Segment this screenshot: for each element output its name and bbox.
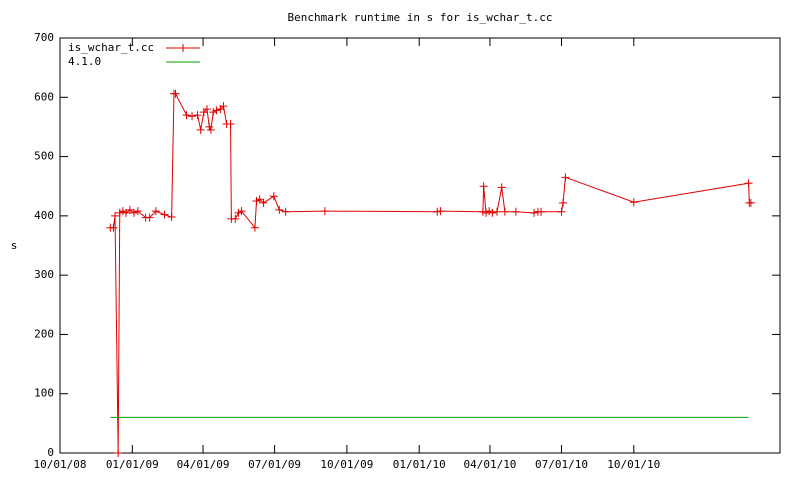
point-marker bbox=[497, 183, 506, 192]
y-axis-label: s bbox=[11, 239, 18, 252]
point-marker bbox=[746, 198, 755, 207]
point-marker bbox=[231, 214, 240, 223]
point-marker bbox=[744, 179, 753, 188]
point-marker bbox=[206, 125, 215, 134]
point-marker bbox=[212, 106, 221, 115]
legend-marker bbox=[179, 44, 187, 52]
point-marker bbox=[151, 207, 160, 216]
point-marker bbox=[193, 111, 202, 120]
point-marker bbox=[109, 223, 118, 232]
point-marker bbox=[320, 207, 329, 216]
point-marker bbox=[557, 207, 566, 216]
y-tick-label: 600 bbox=[34, 90, 54, 103]
point-marker bbox=[493, 207, 502, 216]
point-marker bbox=[559, 198, 568, 207]
point-marker bbox=[133, 207, 142, 216]
y-tick-label: 400 bbox=[34, 209, 54, 222]
point-marker bbox=[182, 111, 191, 120]
point-marker bbox=[269, 192, 278, 201]
point-marker bbox=[259, 198, 268, 207]
point-marker bbox=[111, 211, 120, 220]
y-tick-label: 700 bbox=[34, 31, 54, 44]
x-tick-label: 04/01/10 bbox=[463, 458, 516, 471]
y-tick-label: 300 bbox=[34, 268, 54, 281]
x-tick-label: 01/01/10 bbox=[393, 458, 446, 471]
x-tick-label: 10/01/09 bbox=[320, 458, 373, 471]
y-tick-label: 0 bbox=[47, 446, 54, 459]
y-tick-label: 500 bbox=[34, 150, 54, 163]
point-marker bbox=[255, 195, 264, 204]
legend-label: is_wchar_t.cc bbox=[68, 41, 154, 54]
point-marker bbox=[281, 207, 290, 216]
x-tick-label: 04/01/09 bbox=[177, 458, 230, 471]
point-marker bbox=[275, 205, 284, 214]
x-tick-label: 10/01/10 bbox=[607, 458, 660, 471]
point-marker bbox=[145, 213, 154, 222]
x-tick-label: 07/01/09 bbox=[248, 458, 301, 471]
point-marker bbox=[537, 207, 546, 216]
point-marker bbox=[160, 210, 169, 219]
point-marker bbox=[529, 208, 538, 217]
point-marker bbox=[436, 207, 445, 216]
y-tick-label: 100 bbox=[34, 387, 54, 400]
point-marker bbox=[250, 223, 259, 232]
point-marker bbox=[188, 112, 197, 121]
point-marker bbox=[129, 208, 138, 217]
point-marker bbox=[629, 198, 638, 207]
x-tick-label: 07/01/10 bbox=[535, 458, 588, 471]
point-marker bbox=[511, 207, 520, 216]
point-marker bbox=[202, 105, 211, 114]
point-marker bbox=[171, 89, 180, 98]
point-marker bbox=[196, 125, 205, 134]
x-tick-label: 10/01/08 bbox=[34, 458, 87, 471]
point-marker bbox=[237, 207, 246, 216]
point-marker bbox=[226, 119, 235, 128]
point-marker bbox=[219, 102, 228, 111]
x-tick-label: 01/01/09 bbox=[106, 458, 159, 471]
point-marker bbox=[479, 182, 488, 191]
chart-title: Benchmark runtime in s for is_wchar_t.cc bbox=[288, 11, 553, 24]
y-tick-label: 200 bbox=[34, 327, 54, 340]
plot-border bbox=[59, 37, 781, 454]
point-marker bbox=[167, 213, 176, 222]
point-marker bbox=[488, 208, 497, 217]
legend-label: 4.1.0 bbox=[68, 55, 101, 68]
point-marker bbox=[114, 449, 123, 457]
point-marker bbox=[561, 173, 570, 182]
point-marker bbox=[500, 207, 509, 216]
